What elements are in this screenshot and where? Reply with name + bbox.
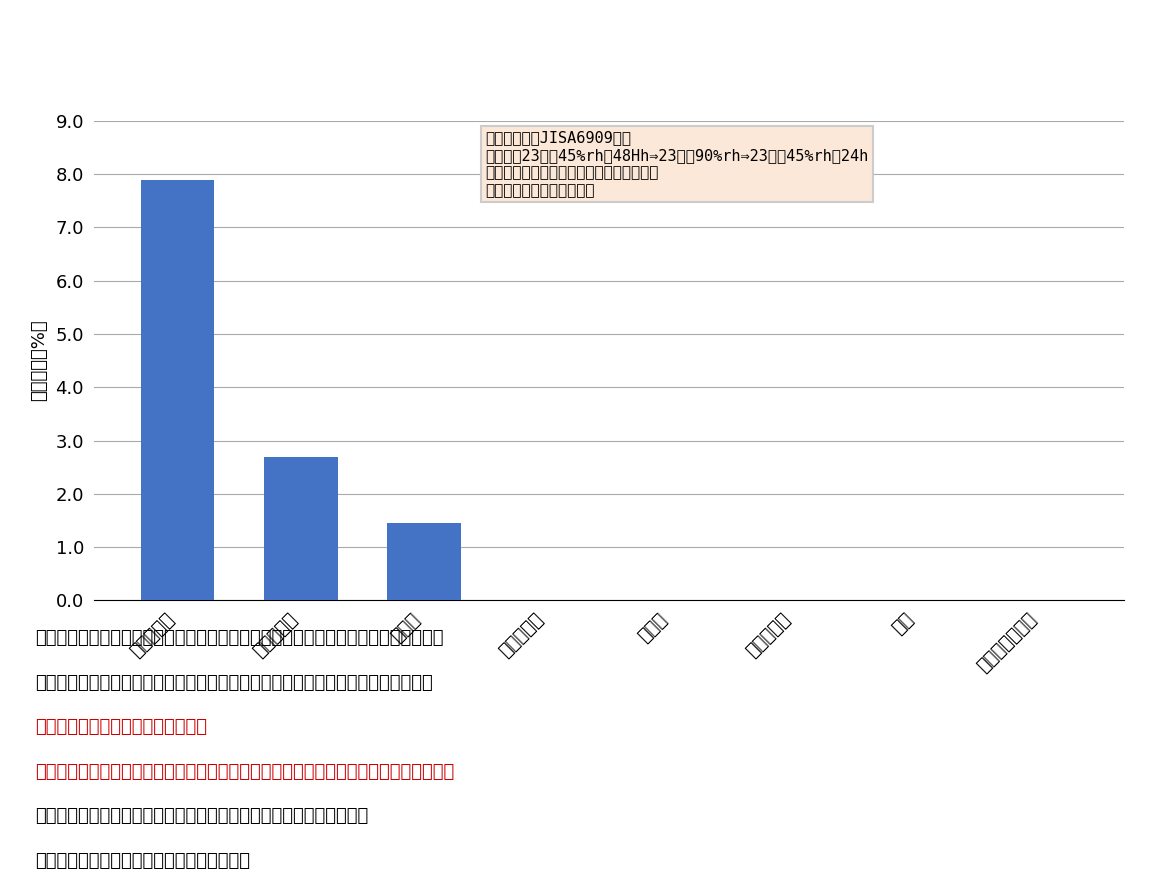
Text: 調湿性に優れた原料として、紹介されていますが、ゼロか、非常に低い調湿性でした。: 調湿性に優れた原料として、紹介されていますが、ゼロか、非常に低い調湿性でした。 — [35, 762, 454, 780]
Text: （日本の代表的な塗り壁材の原料）: （日本の代表的な塗り壁材の原料） — [35, 719, 206, 737]
Text: ・シラス、沖縄サンゴ、漆喰も、ほぼゼロ。: ・シラス、沖縄サンゴ、漆喰も、ほぼゼロ。 — [35, 851, 249, 869]
Bar — [141, 179, 214, 600]
Y-axis label: 吸放湿率（%）: 吸放湿率（%） — [30, 320, 48, 401]
Text: ・日本で販売されている調湿塗り壁材の原料の調湿性の比較データを取得しました。: ・日本で販売されている調湿塗り壁材の原料の調湿性の比較データを取得しました。 — [35, 629, 443, 647]
Bar — [388, 523, 461, 600]
Text: ・試験方法：JISA6909準拠
・条件：23℃、45%rh、48Hh⇒23℃、90%rh⇒23℃、45%rh、24h
・テスト場所：滋賀県立工業技術センター
: ・試験方法：JISA6909準拠 ・条件：23℃、45%rh、48Hh⇒23℃、… — [485, 131, 869, 198]
Bar — [263, 456, 337, 600]
Text: ・大半の珪藻塗り壁材の原料の白色珪藻土は、調湿性が、ほぼゼロ。: ・大半の珪藻塗り壁材の原料の白色珪藻土は、調湿性が、ほぼゼロ。 — [35, 807, 368, 825]
Text: ・稚内珪藻土（鉱物名称：稚内層珪藻頁岩）は、抜群の調湿性能を有しています。: ・稚内珪藻土（鉱物名称：稚内層珪藻頁岩）は、抜群の調湿性能を有しています。 — [35, 674, 432, 692]
Text: 調湿塗り壁材の各種原料の調湿性能比較: 調湿塗り壁材の各種原料の調湿性能比較 — [361, 48, 810, 90]
